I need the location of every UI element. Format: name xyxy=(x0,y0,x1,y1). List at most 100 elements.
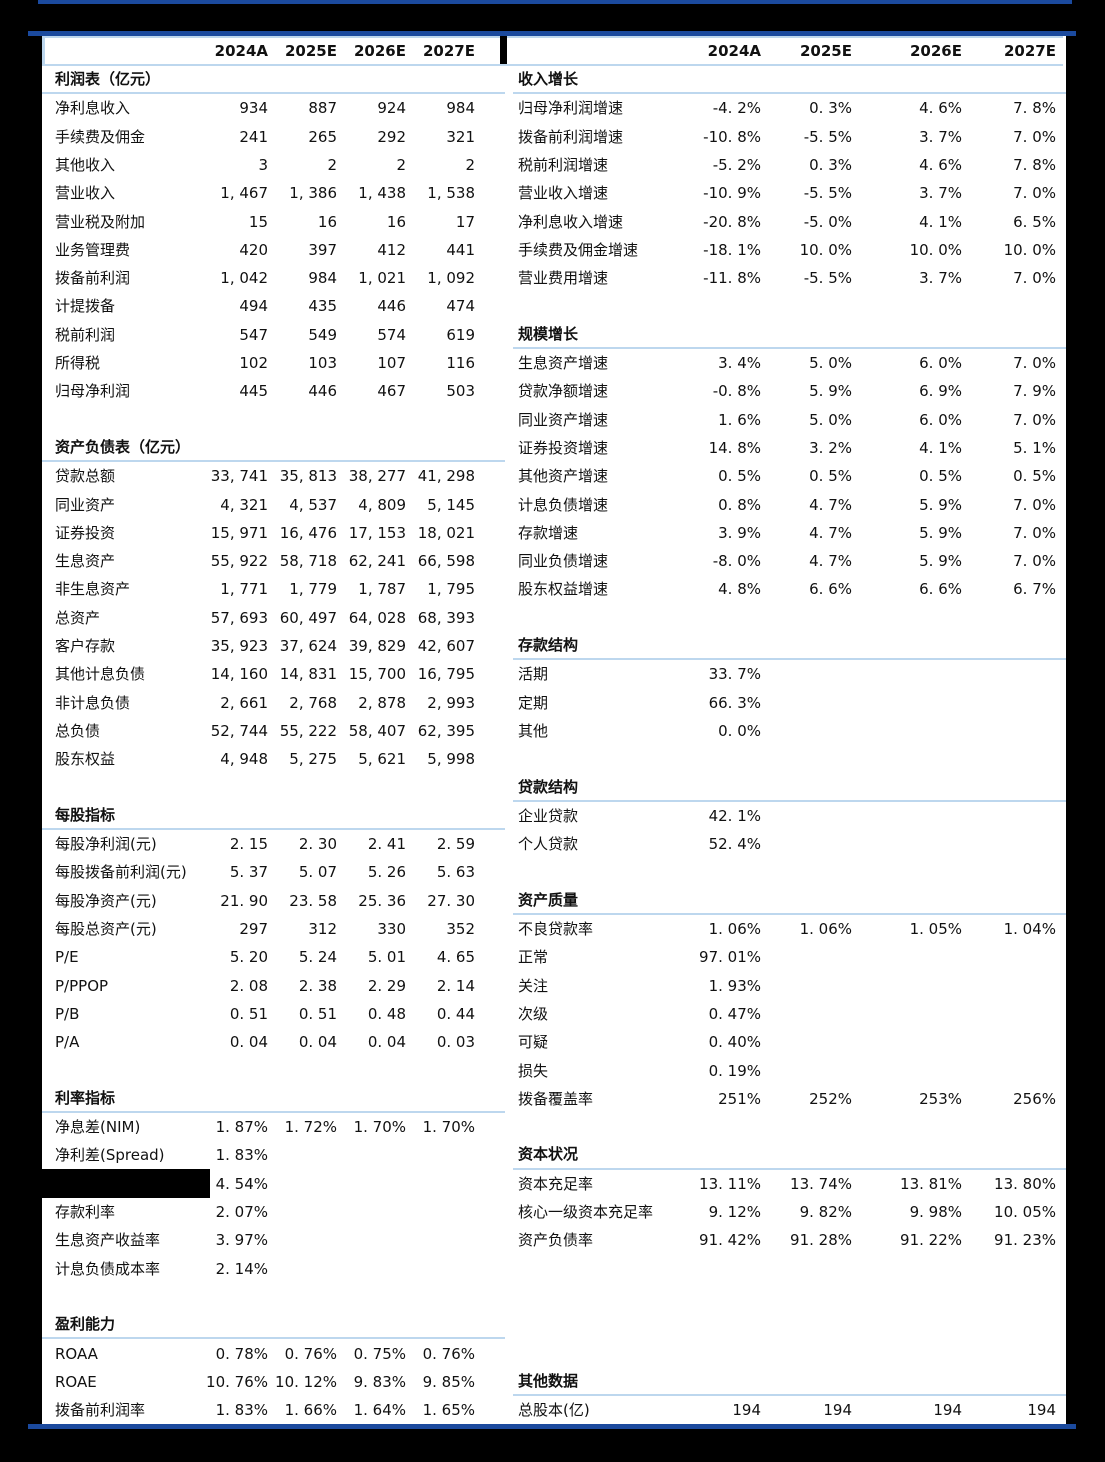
value-cell-2027E: 0. 5% xyxy=(1013,467,1056,486)
table-row: 业务管理费 420 397 412 441 xyxy=(42,236,505,264)
value-cell-2027E: 0. 76% xyxy=(422,1344,475,1363)
section-title-text: 盈利能力 xyxy=(55,1315,116,1334)
row-label: 净利差(Spread) xyxy=(55,1146,165,1165)
table-row: 总股本(亿) 194 194 194 194 xyxy=(513,1396,1066,1424)
table-panel xyxy=(42,36,1066,1424)
value-cell-2025E: 1. 66% xyxy=(284,1401,337,1420)
row-label: 税前利润 xyxy=(55,325,116,344)
value-cell-2024A: 10. 76% xyxy=(206,1372,268,1391)
value-cell-2024A: 1. 87% xyxy=(215,1118,268,1137)
value-cell-2026E: 9. 98% xyxy=(909,1203,962,1221)
table-row: 总资产 57, 693 60, 497 64, 028 68, 393 xyxy=(42,604,505,632)
row-label: 拨备覆盖率 xyxy=(518,1089,594,1108)
table-row: 同业资产增速 1. 6% 5. 0% 6. 0% 7. 0% xyxy=(513,406,1066,434)
row-label: 营业收入 xyxy=(55,184,116,203)
value-cell-2026E: 2. 29 xyxy=(367,976,406,995)
value-cell-2027E: 7. 0% xyxy=(1013,269,1056,288)
value-cell-2027E: 10. 0% xyxy=(1003,240,1056,259)
value-cell-2025E: 265 xyxy=(308,127,337,146)
value-cell-2024A: 0. 40% xyxy=(708,1033,761,1052)
value-cell-2025E: 435 xyxy=(308,297,337,316)
value-cell-2024A: 4. 8% xyxy=(718,580,761,599)
value-cell-2026E: 330 xyxy=(377,920,406,938)
value-cell-2025E: 252% xyxy=(809,1089,852,1108)
row-label: 次级 xyxy=(518,1004,549,1023)
value-cell-2027E: 9. 85% xyxy=(422,1372,475,1391)
row-label: 总资产 xyxy=(55,608,101,627)
row-label: 客户存款 xyxy=(55,637,116,655)
table-row: 贷款总额 33, 741 35, 813 38, 277 41, 298 xyxy=(42,462,505,490)
value-cell-2024A: 4, 321 xyxy=(220,495,268,514)
table-row: 拨备前利润率 1. 83% 1. 66% 1. 64% 1. 65% xyxy=(42,1396,505,1424)
value-cell-2026E: 446 xyxy=(377,297,406,316)
value-cell-2024A: -20. 8% xyxy=(703,212,761,231)
year-header: 2026E xyxy=(910,42,962,60)
value-cell-2025E: 4. 7% xyxy=(809,552,852,571)
table-row: 核心一级资本充足率 9. 12% 9. 82% 9. 98% 10. 05% xyxy=(513,1198,1066,1226)
value-cell-2024A: 4, 948 xyxy=(220,750,268,769)
table-row: 营业收入 1, 467 1, 386 1, 438 1, 538 xyxy=(42,179,505,207)
value-cell-2027E: 984 xyxy=(446,99,475,118)
table-row: 资产负债率 91. 42% 91. 28% 91. 22% 91. 23% xyxy=(513,1226,1066,1254)
section-title: 其他数据 xyxy=(513,1368,1066,1397)
value-cell-2027E: 7. 9% xyxy=(1013,382,1056,401)
value-cell-2026E: 3. 7% xyxy=(919,127,962,146)
table-row: 其他资产增速 0. 5% 0. 5% 0. 5% 0. 5% xyxy=(513,462,1066,490)
table-row: P/B 0. 51 0. 51 0. 48 0. 44 xyxy=(42,1000,505,1028)
value-cell-2027E: 2. 14 xyxy=(436,976,475,995)
table-row: 手续费及佣金 241 265 292 321 xyxy=(42,123,505,151)
value-cell-2025E: 5. 9% xyxy=(809,382,852,401)
row-label: 非生息资产 xyxy=(55,580,131,599)
value-cell-2024A: 13. 11% xyxy=(699,1174,761,1193)
row-label: 同业负债增速 xyxy=(518,552,609,571)
value-cell-2026E: 38, 277 xyxy=(348,467,406,486)
row-label: 定期 xyxy=(518,693,549,712)
value-cell-2027E: 321 xyxy=(446,127,475,146)
table-row: 税前利润 547 549 574 619 xyxy=(42,321,505,349)
value-cell-2027E: 352 xyxy=(446,920,475,938)
value-cell-2026E: 2. 41 xyxy=(367,835,406,854)
value-cell-2026E: 3. 7% xyxy=(919,184,962,203)
row-label: 个人贷款 xyxy=(518,835,579,854)
value-cell-2027E: 7. 0% xyxy=(1013,495,1056,514)
row-label: 净利息收入增速 xyxy=(518,212,624,231)
section-title: 资产质量 xyxy=(513,887,1066,915)
row-label: 计息负债增速 xyxy=(518,495,609,514)
value-cell-2026E: 2 xyxy=(396,155,406,174)
table-row: 生息资产 55, 922 58, 718 62, 241 66, 598 xyxy=(42,547,505,575)
row-label: 股东权益 xyxy=(55,750,116,769)
value-cell-2025E: 10. 0% xyxy=(799,240,852,259)
row-label: 其他资产增速 xyxy=(518,467,609,486)
table-row: 损失 0. 19% xyxy=(513,1057,1066,1085)
value-cell-2024A: 3. 4% xyxy=(718,354,761,372)
value-cell-2026E: 467 xyxy=(377,382,406,401)
row-label: 每股总资产(元) xyxy=(55,920,157,938)
table-row: 生息资产增速 3. 4% 5. 0% 6. 0% 7. 0% xyxy=(513,349,1066,377)
value-cell-2026E: 4, 809 xyxy=(358,495,406,514)
value-cell-2026E: 15, 700 xyxy=(348,665,406,684)
table-row: 存款增速 3. 9% 4. 7% 5. 9% 7. 0% xyxy=(513,519,1066,547)
row-label: 业务管理费 xyxy=(55,240,131,259)
redaction-bar xyxy=(36,1168,210,1198)
table-row: 股东权益 4, 948 5, 275 5, 621 5, 998 xyxy=(42,745,505,773)
row-label: 核心一级资本充足率 xyxy=(518,1203,654,1221)
value-cell-2024A: 9. 12% xyxy=(708,1203,761,1221)
value-cell-2025E: 91. 28% xyxy=(790,1231,852,1250)
value-cell-2025E: 58, 718 xyxy=(279,552,337,571)
row-label: P/E xyxy=(55,948,79,967)
value-cell-2024A: 2. 15 xyxy=(229,835,268,854)
value-cell-2026E: 6. 6% xyxy=(919,580,962,599)
table-row: ROAA 0. 78% 0. 76% 0. 75% 0. 76% xyxy=(42,1340,505,1368)
value-cell-2024A: -10. 8% xyxy=(703,127,761,146)
value-cell-2024A: 52, 744 xyxy=(210,721,268,740)
header-gap-strip xyxy=(500,36,507,64)
value-cell-2025E: 23. 58 xyxy=(289,891,337,910)
table-row: P/A 0. 04 0. 04 0. 04 0. 03 xyxy=(42,1028,505,1056)
value-cell-2024A: 0. 51 xyxy=(229,1004,268,1023)
table-row: 净利息收入 934 887 924 984 xyxy=(42,94,505,122)
section-title-text: 利润表（亿元） xyxy=(55,70,161,88)
value-cell-2025E: 5. 0% xyxy=(809,410,852,429)
row-label: 资本充足率 xyxy=(518,1174,594,1193)
value-cell-2024A: 52. 4% xyxy=(708,835,761,854)
